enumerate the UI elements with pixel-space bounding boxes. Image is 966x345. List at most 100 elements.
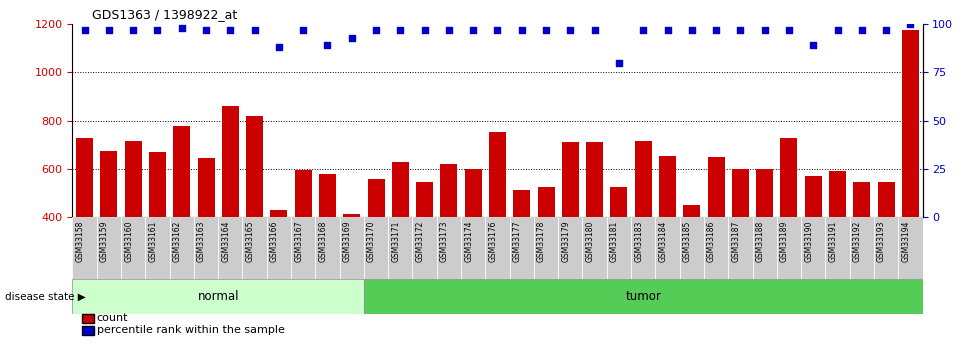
Text: GSM33174: GSM33174 (465, 220, 473, 262)
Bar (100, 151, 118, 314)
Text: GSM33178: GSM33178 (537, 220, 546, 262)
Bar (218, 217, 242, 279)
Bar (194, 217, 218, 279)
Bar (781, 138, 798, 314)
Bar (437, 217, 461, 279)
Text: GDS1363 / 1398922_at: GDS1363 / 1398922_at (92, 8, 237, 21)
Bar (295, 170, 312, 314)
Bar (683, 205, 700, 314)
Text: GSM33172: GSM33172 (415, 220, 425, 262)
Bar (586, 142, 603, 314)
Bar (270, 210, 288, 314)
Bar (315, 217, 340, 279)
Bar (631, 217, 655, 279)
Point (174, 25, 189, 31)
Text: GSM33170: GSM33170 (367, 220, 376, 262)
Bar (635, 141, 652, 314)
Bar (582, 217, 607, 279)
Text: GSM33164: GSM33164 (221, 220, 230, 262)
Point (490, 27, 505, 33)
Bar (72, 217, 97, 279)
Point (587, 27, 603, 33)
Text: GSM33160: GSM33160 (125, 220, 133, 262)
Bar (707, 157, 724, 314)
Bar (853, 182, 870, 314)
Bar (149, 152, 166, 314)
Bar (534, 217, 558, 279)
Bar (367, 179, 384, 314)
Bar (97, 217, 121, 279)
Bar (805, 176, 822, 314)
Text: GSM33193: GSM33193 (877, 220, 886, 262)
Bar (829, 171, 846, 314)
Bar (607, 217, 631, 279)
Point (830, 27, 845, 33)
Text: tumor: tumor (625, 290, 661, 303)
Bar (777, 217, 801, 279)
Point (514, 27, 529, 33)
Text: GSM33184: GSM33184 (659, 220, 668, 262)
Point (806, 43, 821, 48)
Point (368, 27, 384, 33)
Bar (76, 138, 93, 314)
Text: GSM33162: GSM33162 (173, 220, 182, 262)
Point (757, 27, 773, 33)
Text: GSM33168: GSM33168 (319, 220, 327, 262)
Bar (877, 182, 895, 314)
Point (708, 27, 724, 33)
Text: GSM33177: GSM33177 (513, 220, 522, 262)
Text: GSM33187: GSM33187 (731, 220, 740, 262)
Text: disease state ▶: disease state ▶ (5, 292, 86, 302)
Point (466, 27, 481, 33)
Point (271, 45, 287, 50)
Text: GSM33181: GSM33181 (610, 220, 619, 262)
Point (562, 27, 578, 33)
Bar (728, 217, 753, 279)
Text: GSM33189: GSM33189 (780, 220, 789, 262)
Bar (510, 217, 534, 279)
Point (222, 27, 238, 33)
Text: GSM33188: GSM33188 (755, 220, 765, 262)
Bar (489, 131, 506, 314)
Text: GSM33190: GSM33190 (805, 220, 813, 262)
Point (732, 27, 748, 33)
Point (660, 27, 675, 33)
Point (77, 27, 93, 33)
Point (101, 27, 117, 33)
Point (854, 27, 869, 33)
Text: GSM33158: GSM33158 (75, 220, 85, 262)
Bar (850, 217, 874, 279)
Point (126, 27, 141, 33)
Point (781, 27, 797, 33)
Bar (364, 279, 923, 314)
Point (247, 27, 263, 33)
Point (684, 27, 699, 33)
Bar (388, 217, 412, 279)
Bar (242, 217, 267, 279)
Point (392, 27, 408, 33)
Bar (125, 141, 142, 314)
Text: GSM33192: GSM33192 (853, 220, 862, 262)
Bar (874, 217, 898, 279)
Bar (392, 162, 409, 314)
Text: GSM33180: GSM33180 (585, 220, 595, 262)
Bar (121, 217, 145, 279)
Bar (319, 174, 336, 314)
Point (538, 27, 554, 33)
Bar (753, 217, 777, 279)
Bar (898, 217, 923, 279)
Bar (340, 217, 364, 279)
Text: percentile rank within the sample: percentile rank within the sample (97, 325, 284, 335)
Text: GSM33194: GSM33194 (901, 220, 910, 262)
Bar (655, 217, 680, 279)
Bar (513, 189, 530, 314)
Text: count: count (97, 314, 128, 323)
Bar (756, 169, 773, 314)
Bar (440, 164, 458, 314)
Bar (825, 217, 850, 279)
Point (320, 43, 335, 48)
Text: normal: normal (197, 290, 239, 303)
Bar (145, 217, 170, 279)
Bar (801, 217, 825, 279)
Bar (72, 279, 364, 314)
